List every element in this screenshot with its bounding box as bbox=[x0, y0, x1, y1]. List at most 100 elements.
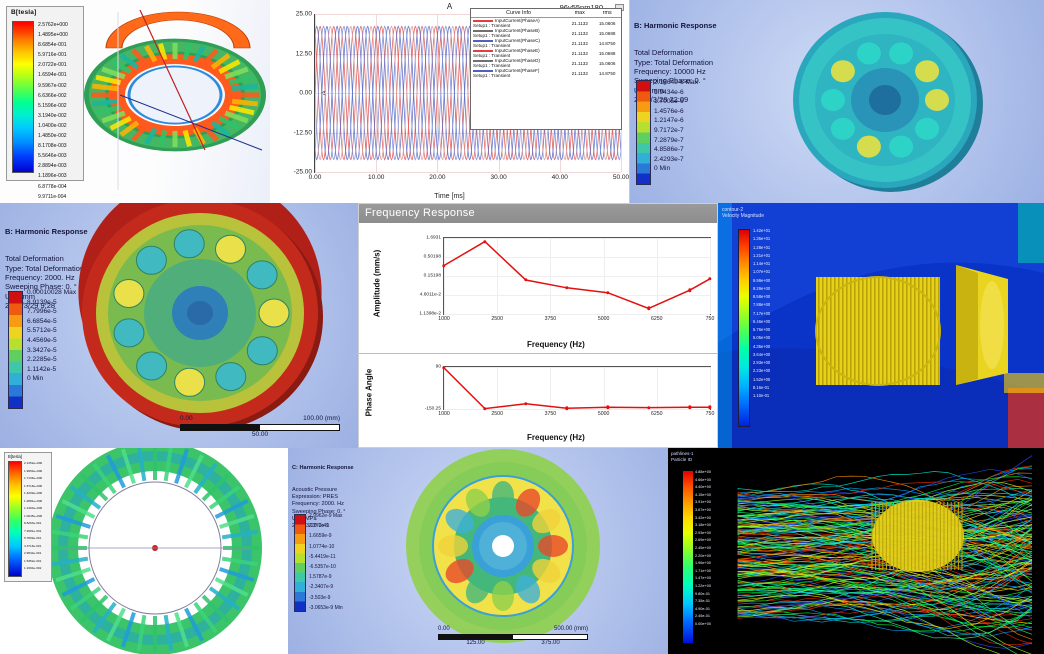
curve-color-swatch bbox=[473, 70, 493, 72]
curve-info-rms: 14.8750 bbox=[593, 38, 621, 48]
chart-x-tick: 750 bbox=[706, 316, 715, 322]
pathlines-legend-values: 4.88e+00 4.66e+00 4.40e+00 4.15e+00 3.91… bbox=[695, 469, 711, 628]
panel-fluent-velocity-contour: contour-2 Velocity Magnitude 1.42e+01 1.… bbox=[718, 203, 1044, 448]
scale-mid2-acoustic: 375.00 bbox=[541, 640, 559, 646]
b-field-legend-values: 2.5762e+000 1.4895e+000 8.6854e-001 5.97… bbox=[38, 20, 68, 203]
transient-y-tick: 12.50 bbox=[296, 50, 312, 57]
pathlines-colorbar bbox=[683, 471, 693, 643]
curve-info-col-max: max bbox=[566, 9, 593, 18]
chart-y-tick: 0.15198 bbox=[424, 274, 441, 279]
chart-series bbox=[444, 367, 710, 409]
pathlines-legend-title: pathlines-1 Particle ID bbox=[671, 451, 733, 463]
curve-info-rms: 15.0688 bbox=[593, 48, 621, 58]
scale-left-2k: 0.00 bbox=[180, 415, 193, 422]
transient-x-tick: 10.00 bbox=[368, 174, 384, 181]
curve-color-swatch bbox=[473, 40, 493, 42]
curve-info-col-name: Curve Info bbox=[471, 9, 566, 18]
chart-x-tick: 1000 bbox=[438, 411, 450, 417]
phase-angle-chart: 90 -150.25 1000 2500 3750 5000 6250 750 Phase A… bbox=[359, 354, 717, 446]
curve-info-row: InputCurrent(PhaseC) Setup1 : Transient 21… bbox=[471, 38, 621, 48]
chart-x-tick: 5000 bbox=[598, 316, 610, 322]
curve-info-rms: 15.0606 bbox=[593, 18, 621, 29]
chart-series bbox=[444, 238, 710, 314]
pathlines-legend: pathlines-1 Particle ID 4.88e+00 4.66e+0… bbox=[671, 451, 733, 651]
chart-data-point bbox=[708, 277, 711, 280]
curve-info-max: 21.1132 bbox=[566, 38, 593, 48]
panel-acoustic-pressure: C: Harmonic Response Acoustic Pressure E… bbox=[288, 448, 668, 654]
curve-color-swatch bbox=[473, 60, 493, 62]
flux-legend: B[tesla] 2.1352e+000 1.9954e+000 1.7136e… bbox=[4, 452, 52, 582]
transient-x-tick: 40.00 bbox=[552, 174, 568, 181]
curve-info-col-rms: rms bbox=[593, 9, 621, 18]
panel-frequency-response: Frequency Response 1.6931 0.50198 0.15198 4… bbox=[358, 203, 718, 448]
curve-info-row: InputCurrent(PhaseE) Setup1 : Transient 21… bbox=[471, 48, 621, 58]
curve-info-name: InputCurrent(PhaseE) Setup1 : Transient bbox=[471, 48, 566, 58]
curve-info-row: InputCurrent(PhaseD) Setup1 : Transient 21… bbox=[471, 58, 621, 68]
chart-x-tick: 3750 bbox=[545, 316, 557, 322]
rotor-3d-graphic-10k bbox=[630, 0, 1044, 203]
curve-info-max: 21.1132 bbox=[566, 28, 593, 38]
chart-gridline-h bbox=[444, 314, 710, 315]
curve-info-name: InputCurrent(PhaseF) Setup1 : Transient bbox=[471, 68, 566, 78]
curve-info-rms: 15.0688 bbox=[593, 28, 621, 38]
flux-colorbar bbox=[8, 461, 22, 577]
transient-y-tick: -12.50 bbox=[294, 129, 312, 136]
curve-info-max: 21.1132 bbox=[566, 58, 593, 68]
curve-info-rms: 15.0606 bbox=[593, 58, 621, 68]
scale-left-acoustic: 0.00 bbox=[438, 626, 450, 632]
transient-y-tick: 0.00 bbox=[299, 90, 312, 97]
frequency-response-title: Frequency Response bbox=[359, 204, 717, 223]
chart-x-tick: 5000 bbox=[598, 411, 610, 417]
flux-legend-title: B[tesla] bbox=[5, 453, 51, 459]
curve-color-swatch bbox=[473, 30, 493, 32]
curve-info-name: InputCurrent(PhaseA) Setup1 : Transient bbox=[471, 18, 566, 29]
scale-bar-graphic-2k bbox=[180, 424, 340, 431]
flux-legend-values: 2.1352e+000 1.9954e+000 1.7136e+000 1.57… bbox=[24, 460, 42, 573]
chart-x-tick: 750 bbox=[706, 411, 715, 417]
chart-y-tick: 0.50198 bbox=[424, 255, 441, 260]
chart-x-tick: 6250 bbox=[651, 411, 663, 417]
curve-info-name: InputCurrent(PhaseD) Setup1 : Transient bbox=[471, 58, 566, 68]
frequency-response-body: 1.6931 0.50198 0.15198 4.6011e-2 1.1398e-2 10… bbox=[359, 223, 717, 447]
transient-x-tick: 0.00 bbox=[309, 174, 322, 181]
amplitude-chart: 1.6931 0.50198 0.15198 4.6011e-2 1.1398e-2 10… bbox=[359, 223, 717, 353]
scale-mid1-acoustic: 125.00 bbox=[466, 640, 484, 646]
chart-y-tick: 4.6011e-2 bbox=[420, 293, 441, 298]
curve-info-max: 21.1132 bbox=[566, 18, 593, 29]
chart-x-tick: 1000 bbox=[438, 316, 450, 322]
curve-color-swatch bbox=[473, 50, 493, 52]
curve-info-row: InputCurrent(PhaseB) Setup1 : Transient 21… bbox=[471, 28, 621, 38]
chart-x-tick: 2500 bbox=[491, 411, 503, 417]
panel-harmonic-response-2khz: B: Harmonic Response Total Deformation T… bbox=[0, 203, 358, 448]
curve-info-name: InputCurrent(PhaseB) Setup1 : Transient bbox=[471, 28, 566, 38]
rotor-3d-graphic-2k bbox=[0, 203, 358, 448]
plot-unit-label: A bbox=[447, 2, 452, 11]
panel-transient-current-plot: A 96v55nm180 A 25.0012.500.00-12.50-25.0… bbox=[270, 0, 630, 203]
curve-info-header: Curve Info max rms bbox=[471, 9, 621, 18]
panel-harmonic-response-10khz: B: Harmonic Response Total Deformation T… bbox=[630, 0, 1044, 203]
curve-info-table: Curve Info max rms InputCurrent(PhaseA) S… bbox=[470, 8, 622, 130]
chart-y-tick: 1.6931 bbox=[426, 236, 441, 241]
chart-x-tick: 3750 bbox=[545, 411, 557, 417]
phase-x-label: Frequency (Hz) bbox=[527, 433, 585, 442]
curve-info-max: 21.1132 bbox=[566, 68, 593, 78]
scale-mid-2k: 50.00 bbox=[180, 431, 340, 438]
chart-y-tick: 90 bbox=[436, 365, 441, 370]
chart-gridline-v bbox=[710, 238, 711, 314]
phase-y-label: Phase Angle bbox=[364, 369, 373, 417]
scale-right-acoustic: 500.00 (mm) bbox=[554, 626, 588, 632]
scale-bar-acoustic: 0.00 500.00 (mm) 125.00 375.00 bbox=[438, 626, 588, 646]
panel-flux-density-2d: B[tesla] 2.1352e+000 1.9954e+000 1.7136e… bbox=[0, 448, 288, 654]
transient-x-tick: 20.00 bbox=[429, 174, 445, 181]
fluent-colorbar bbox=[738, 229, 750, 427]
b-field-legend: B[tesla] 2.5762e+000 1.4895e+000 8.6854e… bbox=[6, 6, 84, 181]
fluent-legend-values: 1.42e+01 1.35e+01 1.28e+01 1.21e+01 1.14… bbox=[753, 227, 770, 400]
chart-gridline-v bbox=[710, 367, 711, 409]
curve-info-name: InputCurrent(PhaseC) Setup1 : Transient bbox=[471, 38, 566, 48]
chart-x-tick: 6250 bbox=[651, 316, 663, 322]
panel-pathlines: pathlines-1 Particle ID 4.88e+00 4.66e+0… bbox=[668, 448, 1044, 654]
fluent-legend: contour-2 Velocity Magnitude 1.42e+01 1.… bbox=[722, 207, 796, 443]
fluent-legend-title: contour-2 Velocity Magnitude bbox=[722, 207, 796, 220]
b-field-legend-title: B[tesla] bbox=[7, 7, 83, 17]
curve-info-row: InputCurrent(PhaseA) Setup1 : Transient 21… bbox=[471, 18, 621, 29]
